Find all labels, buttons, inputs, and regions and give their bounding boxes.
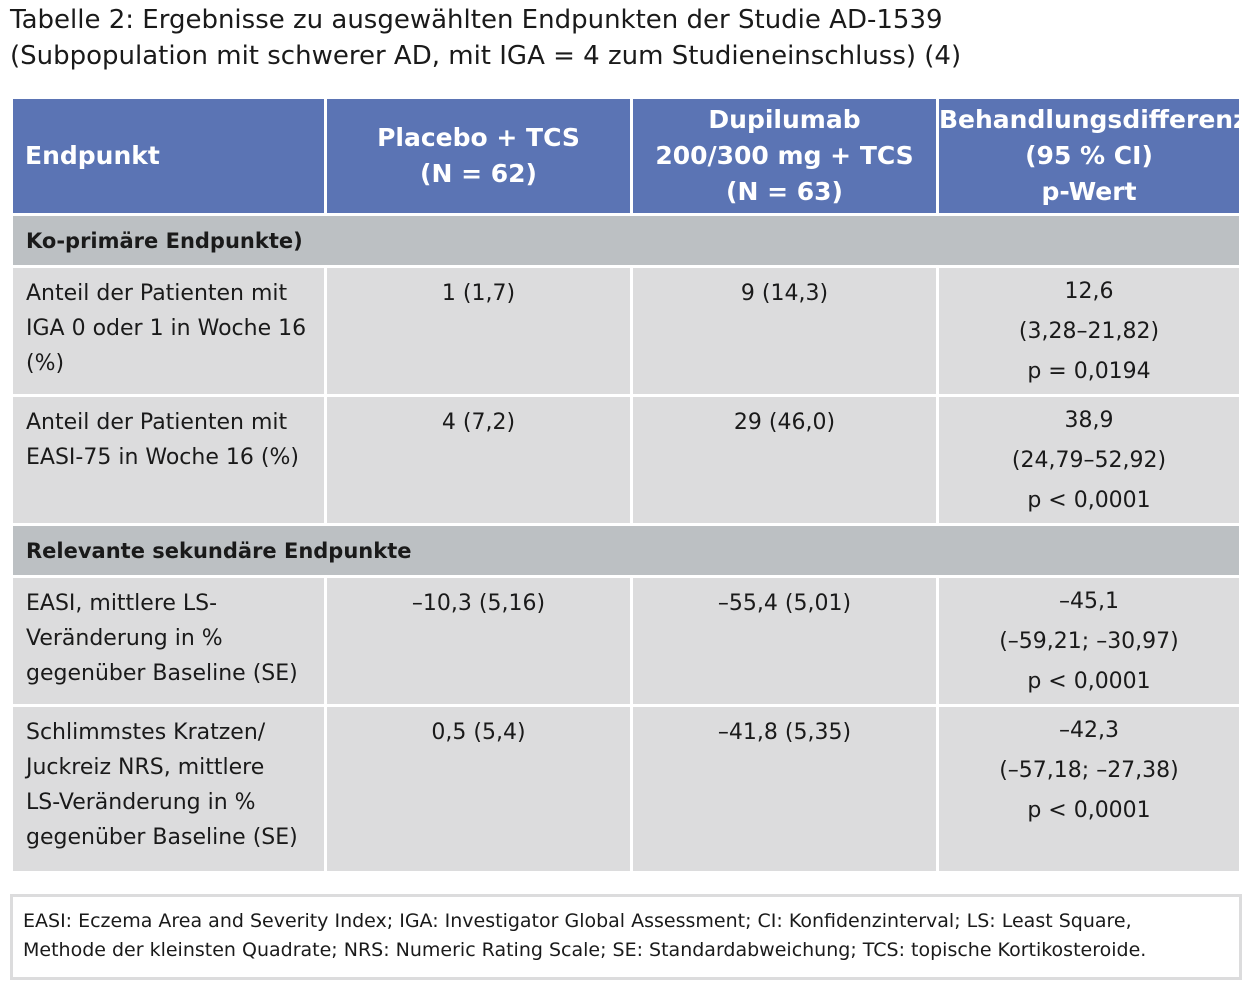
placebo-cell: 1 (1,7) — [324, 265, 633, 397]
difference-cell: 12,6 (3,28–21,82) p = 0,0194 — [936, 265, 1242, 397]
header-endpoint: Endpunkt — [10, 96, 327, 216]
table-header-row: Endpunkt Placebo + TCS (N = 62) Dupiluma… — [10, 96, 1248, 216]
placebo-cell: 4 (7,2) — [324, 394, 633, 526]
header-placebo: Placebo + TCS (N = 62) — [324, 96, 633, 216]
results-table: Endpunkt Placebo + TCS (N = 62) Dupiluma… — [10, 96, 1248, 874]
title-line-2: (Subpopulation mit schwerer AD, mit IGA … — [10, 41, 962, 71]
footnote-line-1: EASI: Eczema Area and Severity Index; IG… — [23, 910, 1132, 932]
table-row: Schlimmstes Kratzen/ Juckreiz NRS, mittl… — [10, 704, 1242, 874]
dupilumab-cell: 29 (46,0) — [630, 394, 939, 526]
section-row-secondary: Relevante sekundäre Endpunkte — [10, 523, 1242, 578]
section-label: Relevante sekundäre Endpunkte — [10, 523, 1242, 578]
table-row: EASI, mittlere LS- Veränderung in % gege… — [10, 575, 1242, 707]
footnote-line-2: Methode der kleinsten Quadrate; NRS: Num… — [23, 939, 1147, 961]
endpoint-cell: Anteil der Patienten mit EASI-75 in Woch… — [10, 394, 327, 526]
header-dupilumab: Dupilumab 200/300 mg + TCS (N = 63) — [630, 96, 939, 216]
dupilumab-cell: –55,4 (5,01) — [630, 575, 939, 707]
dupilumab-cell: –41,8 (5,35) — [630, 704, 939, 874]
placebo-cell: –10,3 (5,16) — [324, 575, 633, 707]
difference-cell: –42,3 (–57,18; –27,38) p < 0,0001 — [936, 704, 1242, 874]
section-label: Ko-primäre Endpunkte) — [10, 213, 1242, 268]
header-difference: Behandlungsdifferenz (95 % CI) p-Wert — [936, 96, 1248, 216]
endpoint-cell: Anteil der Patienten mit IGA 0 oder 1 in… — [10, 265, 327, 397]
dupilumab-cell: 9 (14,3) — [630, 265, 939, 397]
table-row: Anteil der Patienten mit EASI-75 in Woch… — [10, 394, 1242, 526]
table-row: Anteil der Patienten mit IGA 0 oder 1 in… — [10, 265, 1242, 397]
difference-cell: –45,1 (–59,21; –30,97) p < 0,0001 — [936, 575, 1242, 707]
table-title: Tabelle 2: Ergebnisse zu ausgewählten En… — [10, 2, 1240, 74]
endpoint-cell: Schlimmstes Kratzen/ Juckreiz NRS, mittl… — [10, 704, 327, 874]
endpoint-cell: EASI, mittlere LS- Veränderung in % gege… — [10, 575, 327, 707]
placebo-cell: 0,5 (5,4) — [324, 704, 633, 874]
difference-cell: 38,9 (24,79–52,92) p < 0,0001 — [936, 394, 1242, 526]
title-line-1: Tabelle 2: Ergebnisse zu ausgewählten En… — [10, 5, 943, 35]
section-row-primary: Ko-primäre Endpunkte) — [10, 213, 1242, 268]
table-footnote: EASI: Eczema Area and Severity Index; IG… — [10, 894, 1242, 980]
